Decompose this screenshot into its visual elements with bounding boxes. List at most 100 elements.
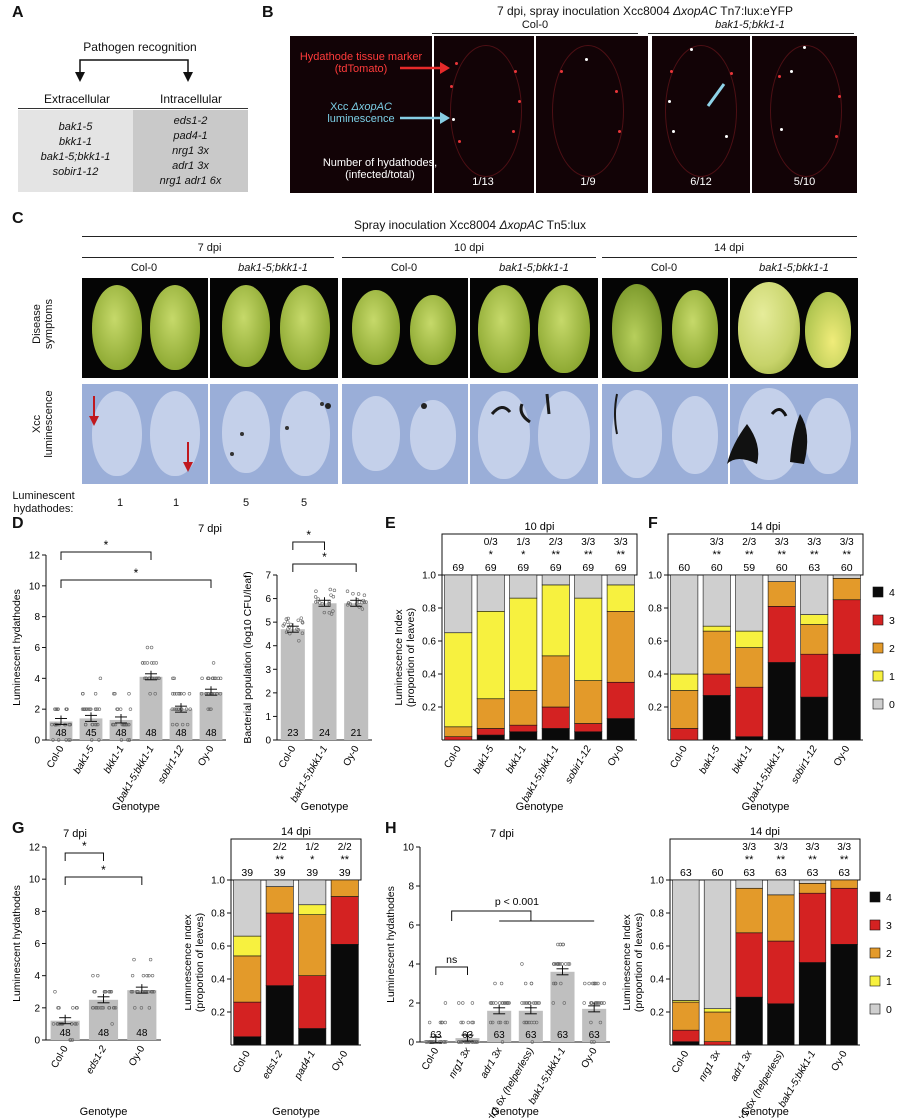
y-tick-label: 1 xyxy=(265,712,271,723)
chart-f-luminescence-index: 0.20.40.60.81.0603/3**602/3**593/3**603/… xyxy=(648,521,895,813)
stacked-bar-segment xyxy=(541,584,570,657)
stacked-bar-segment xyxy=(702,574,731,627)
data-point xyxy=(331,609,335,613)
bar xyxy=(127,990,157,1040)
stacked-bar-segment xyxy=(672,1001,700,1031)
n-value: 39 xyxy=(274,867,286,879)
c-mut-10: bak1-5;bkk1-1 xyxy=(499,262,569,274)
stacked-bar-segment xyxy=(735,686,764,737)
blue-arrow xyxy=(400,112,450,124)
gene: sobir1-12 xyxy=(52,166,99,178)
data-point xyxy=(313,595,318,599)
c-col0-14: Col-0 xyxy=(650,262,678,274)
p-stars: ** xyxy=(808,854,817,866)
data-point xyxy=(525,1001,529,1005)
significance-star: * xyxy=(104,538,109,552)
panel-c-title-a: Spray inoculation Xcc8004 xyxy=(354,218,500,232)
legend-label: 0 xyxy=(886,1004,892,1016)
leaf xyxy=(410,295,456,365)
data-point xyxy=(461,1001,465,1005)
hydathode-dot-infected xyxy=(790,70,793,73)
hydathode-dot-infected xyxy=(672,130,675,133)
data-point xyxy=(112,692,116,696)
stacked-bar-segment xyxy=(702,673,731,696)
leaf-outline xyxy=(450,45,522,177)
significance-bracket xyxy=(64,876,143,885)
panel-c-title-b: ΔxopAC xyxy=(499,218,544,232)
stacked-bar-segment xyxy=(800,614,829,625)
n-value: 63 xyxy=(775,867,787,879)
hydathode-dot xyxy=(615,90,618,93)
n-label: 48 xyxy=(145,728,157,739)
stacked-bar-segment xyxy=(670,574,699,675)
stacked-bar-segment xyxy=(298,914,327,977)
stacked-bar-segment xyxy=(798,962,827,1046)
x-tick-label: nrg1 3x xyxy=(697,1048,724,1083)
n-label: 24 xyxy=(319,728,331,739)
n-label: 48 xyxy=(136,1028,148,1039)
data-point xyxy=(172,707,176,711)
y-tick-label: 0 xyxy=(34,1036,40,1047)
leaf xyxy=(222,391,270,473)
gene: nrg1 3x xyxy=(172,145,209,157)
hydathode-dot xyxy=(560,70,563,73)
p-stars: ** xyxy=(777,854,786,866)
legend-label: 2 xyxy=(889,643,895,655)
data-point xyxy=(113,692,117,696)
y-tick-label: 0.6 xyxy=(650,942,664,953)
x-axis-title: Genotype xyxy=(272,1106,320,1118)
data-point xyxy=(591,981,595,986)
y-tick-label: 2 xyxy=(34,705,40,716)
lum-count-4: 5 xyxy=(300,497,308,509)
y-tick-label: 0.6 xyxy=(422,637,436,648)
stacked-bar-segment xyxy=(767,662,796,741)
stacked-bar-segment xyxy=(767,1003,795,1046)
n-value: 60 xyxy=(711,562,723,574)
data-point xyxy=(67,722,71,727)
bar xyxy=(487,1010,512,1042)
legend-swatch xyxy=(872,670,884,682)
stacked-bar-segment xyxy=(735,887,763,934)
panel-label-c: C xyxy=(12,210,24,227)
data-point xyxy=(360,600,364,605)
leaf xyxy=(805,398,851,474)
data-point xyxy=(97,707,102,711)
stacked-bar-segment xyxy=(702,625,731,632)
data-point xyxy=(327,601,331,606)
p-stars: ** xyxy=(340,854,349,866)
data-point xyxy=(589,1020,593,1025)
data-point xyxy=(345,589,350,593)
chart-title: 10 dpi xyxy=(525,521,555,533)
data-point xyxy=(188,707,192,711)
n-value: 69 xyxy=(485,562,497,574)
data-point xyxy=(592,981,597,986)
p-stars: * xyxy=(489,549,494,561)
data-point xyxy=(551,1001,555,1005)
x-tick-label: Oy-0 xyxy=(341,744,362,769)
p-stars: ** xyxy=(745,854,754,866)
data-point xyxy=(128,707,133,711)
y-tick-label: 8 xyxy=(34,907,40,918)
hydathode-dot xyxy=(458,140,461,143)
bar xyxy=(139,676,163,740)
y-tick-label: 0.4 xyxy=(422,670,436,681)
data-point xyxy=(110,1022,114,1026)
stacked-bar-segment xyxy=(574,680,603,724)
data-point xyxy=(143,676,147,681)
n-label: 63 xyxy=(462,1030,474,1041)
n-label: 45 xyxy=(85,728,97,739)
n-label: 21 xyxy=(351,728,363,739)
data-point xyxy=(356,592,361,596)
data-point xyxy=(54,707,58,711)
data-point xyxy=(211,661,216,665)
data-point xyxy=(589,1040,594,1044)
n-value: 69 xyxy=(517,562,529,574)
y-tick-label: 0.6 xyxy=(211,942,225,953)
x-tick-label: eds1-2 xyxy=(84,1044,109,1076)
significance-star: * xyxy=(134,566,139,580)
data-point xyxy=(470,1001,475,1005)
x-tick-label: Col-0 xyxy=(231,1049,253,1076)
y-axis-title: Luminescent hydathodes xyxy=(385,886,397,1003)
extracellular-gene-list: bak1-5 bkk1-1 bak1-5;bkk1-1 sobir1-12 xyxy=(18,110,133,192)
stacked-bar-segment xyxy=(767,574,796,582)
